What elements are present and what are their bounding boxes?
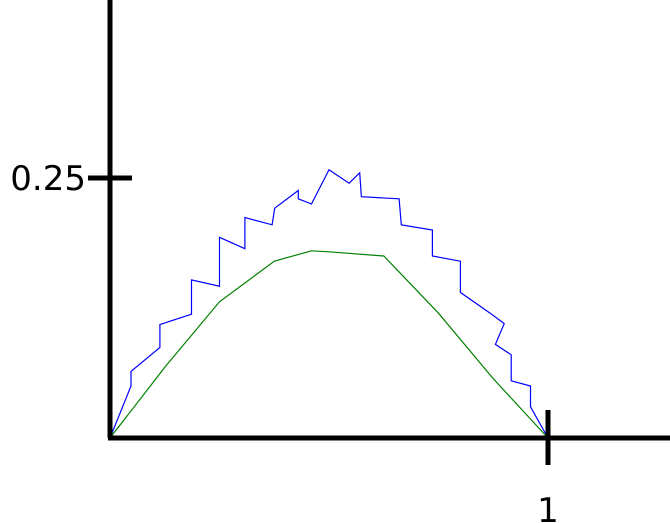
tick-layer: 10.25	[10, 159, 559, 523]
series-layer	[109, 168, 549, 439]
series-line-2	[109, 250, 549, 439]
x-tick-label-1: 1	[537, 491, 559, 523]
y-tick-label-1: 0.25	[10, 159, 86, 199]
series-line-1	[109, 168, 549, 439]
